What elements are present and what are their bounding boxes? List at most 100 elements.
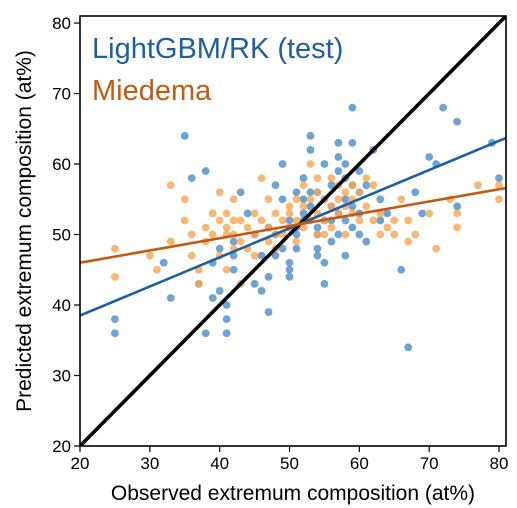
point-lightgbm-72	[341, 216, 350, 225]
point-miedema-34	[250, 251, 259, 260]
point-lightgbm-47	[306, 131, 315, 140]
point-miedema-14	[208, 209, 217, 218]
y-tick-label: 30	[52, 367, 71, 386]
point-miedema-77	[355, 216, 364, 225]
point-lightgbm-22	[250, 279, 259, 288]
point-miedema-88	[404, 216, 413, 225]
point-lightgbm-0	[111, 315, 119, 324]
point-lightgbm-73	[341, 251, 350, 260]
point-lightgbm-34	[285, 258, 294, 267]
point-miedema-58	[313, 188, 322, 197]
point-lightgbm-20	[243, 209, 252, 218]
point-miedema-30	[243, 223, 252, 232]
point-miedema-55	[306, 195, 315, 204]
point-miedema-6	[180, 195, 189, 204]
point-miedema-51	[299, 181, 308, 190]
x-axis-label: Observed extremum composition (at%)	[111, 482, 475, 505]
x-tick-label: 80	[490, 454, 509, 473]
miedema-fit-line	[80, 186, 506, 265]
point-miedema-52	[299, 202, 308, 211]
point-miedema-36	[257, 216, 266, 225]
point-lightgbm-30	[271, 181, 280, 190]
point-miedema-79	[362, 202, 371, 211]
point-lightgbm-3	[166, 294, 175, 302]
point-lightgbm-4	[180, 131, 189, 140]
point-lightgbm-71	[341, 195, 350, 204]
point-lightgbm-37	[285, 216, 294, 225]
point-lightgbm-59	[320, 279, 329, 288]
point-miedema-46	[285, 209, 294, 218]
point-miedema-73	[348, 181, 357, 190]
point-lightgbm-17	[229, 265, 238, 274]
axis-ticks: 20 30 40 50 60 70 80 20 30 40 50 60 70 80	[52, 14, 508, 473]
point-lightgbm-88	[383, 209, 392, 218]
y-tick-label: 40	[52, 296, 71, 315]
point-lightgbm-64	[334, 167, 343, 175]
point-miedema-48	[292, 195, 301, 204]
point-miedema-94	[453, 209, 462, 218]
point-miedema-8	[187, 230, 196, 239]
point-lightgbm-87	[376, 216, 385, 225]
point-miedema-35	[257, 174, 266, 183]
x-tick-label: 30	[140, 454, 159, 473]
point-miedema-20	[222, 223, 231, 232]
point-lightgbm-52	[313, 244, 322, 253]
point-lightgbm-66	[334, 153, 343, 161]
point-miedema-5	[166, 237, 175, 246]
point-lightgbm-86	[376, 195, 385, 204]
point-lightgbm-10	[208, 294, 217, 302]
legend-entry-miedema: Miedema	[92, 75, 212, 107]
point-miedema-23	[229, 195, 238, 204]
point-lightgbm-97	[453, 202, 462, 211]
fit-lines	[80, 16, 506, 446]
y-tick-label: 20	[52, 437, 71, 456]
point-lightgbm-53	[313, 251, 322, 260]
point-miedema-24	[229, 216, 238, 225]
point-lightgbm-8	[201, 329, 210, 338]
point-lightgbm-36	[285, 272, 294, 281]
point-miedema-89	[404, 237, 413, 246]
point-lightgbm-46	[306, 188, 315, 197]
y-tick-label: 60	[52, 155, 71, 174]
x-tick-label: 60	[350, 454, 369, 473]
point-lightgbm-55	[320, 160, 329, 168]
point-lightgbm-78	[348, 223, 357, 232]
y-tick-label: 70	[52, 85, 71, 104]
point-miedema-9	[187, 251, 196, 260]
point-lightgbm-69	[341, 160, 350, 168]
point-miedema-15	[208, 230, 217, 239]
x-tick-label: 50	[280, 454, 299, 473]
point-lightgbm-19	[236, 188, 245, 197]
point-miedema-4	[166, 181, 175, 190]
point-lightgbm-50	[313, 223, 322, 232]
point-miedema-0	[111, 244, 119, 253]
point-miedema-53	[299, 223, 308, 232]
legend-entry-lightgbm: LightGBM/RK (test)	[92, 33, 343, 65]
point-miedema-90	[411, 230, 420, 239]
y-axis-label: Predicted extremum composition (at%)	[13, 50, 36, 412]
point-lightgbm-89	[397, 265, 406, 274]
point-lightgbm-32	[278, 244, 287, 253]
point-miedema-2	[145, 251, 154, 260]
point-lightgbm-1	[111, 329, 119, 338]
identity-line	[80, 16, 506, 446]
point-lightgbm-14	[222, 315, 231, 324]
point-miedema-7	[180, 216, 189, 225]
point-lightgbm-68	[334, 230, 343, 239]
point-miedema-49	[292, 216, 301, 225]
point-miedema-12	[201, 223, 210, 232]
x-tick-label: 70	[420, 454, 439, 473]
point-miedema-64	[327, 174, 336, 183]
point-miedema-84	[383, 223, 392, 232]
point-lightgbm-27	[264, 272, 273, 281]
point-lightgbm-95	[439, 103, 448, 112]
point-lightgbm-79	[355, 167, 364, 175]
point-miedema-91	[425, 209, 434, 218]
point-miedema-81	[369, 216, 378, 225]
point-miedema-32	[250, 209, 259, 218]
point-miedema-43	[278, 216, 287, 225]
plot-frame	[79, 15, 507, 447]
point-lightgbm-92	[418, 209, 427, 218]
